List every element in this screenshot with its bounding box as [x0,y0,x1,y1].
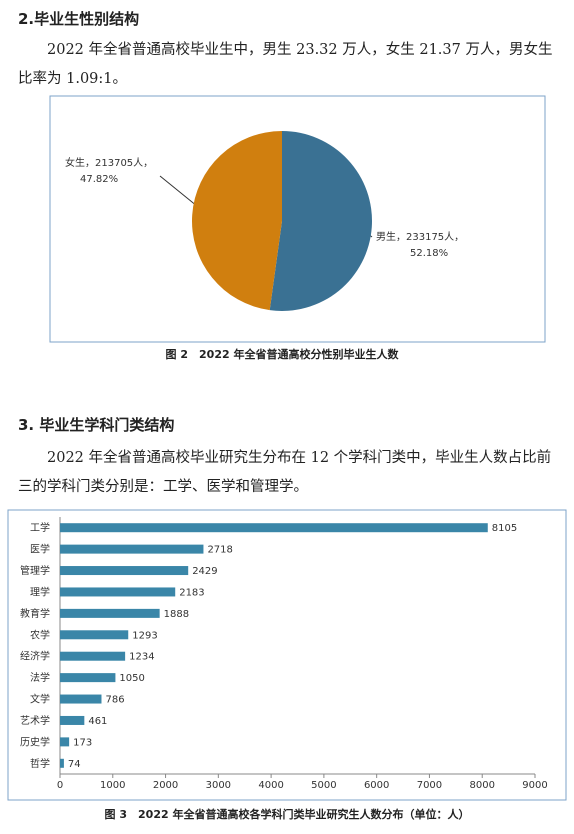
data-label: 1293 [132,630,157,641]
x-tick-label: 5000 [311,780,336,791]
data-label: 47.82% [80,174,118,185]
data-label: 1050 [119,673,144,684]
caption: 图 3 2022 年全省普通高校各学科门类毕业研究生人数分布（单位：人） [105,807,470,821]
chart-frame [49,95,546,343]
bar [60,630,129,640]
data-label: 8105 [492,523,517,534]
data-label: 74 [68,759,81,770]
x-tick-label: 6000 [364,780,389,791]
y-tick-label: 法学 [30,671,50,684]
y-tick-label: 文学 [30,693,50,706]
x-tick-label: 2000 [153,780,178,791]
caption: 图 2 2022 年全省普通高校分性别毕业生人数 [166,347,400,361]
y-tick-label: 医学 [30,543,50,556]
y-tick-label: 经济学 [20,650,50,663]
data-label: 1234 [129,652,154,663]
data-label: 52.18% [410,248,448,259]
x-tick-label: 7000 [417,780,442,791]
pie-slice [191,131,282,311]
data-label: 2718 [207,545,232,556]
data-label: 786 [105,695,124,706]
bar [60,523,488,533]
data-label: 2429 [192,566,217,577]
y-tick-label: 理学 [30,585,50,598]
bar [60,715,85,725]
x-tick-label: 0 [57,780,63,791]
paragraph: 2022 年全省普通高校毕业生中，男生 23.32 万人，女生 21.37 万人… [18,42,553,87]
heading: 3. 毕业生学科门类结构 [18,416,175,434]
bar [60,566,189,576]
heading: 2.毕业生性别结构 [18,10,140,28]
x-tick-label: 9000 [522,780,547,791]
y-tick-label: 教育学 [20,607,50,620]
data-label: 1888 [164,609,189,620]
pie-slice [269,131,372,311]
x-tick-label: 8000 [469,780,494,791]
x-tick-label: 3000 [206,780,231,791]
bar [60,608,160,618]
x-tick-label: 4000 [258,780,283,791]
chart-frame [7,509,567,801]
bar [60,587,176,597]
y-tick-label: 艺术学 [20,714,50,727]
data-label: 男生，233175人， [376,230,464,243]
bar [60,758,64,768]
y-tick-label: 哲学 [30,757,50,770]
bar [60,694,102,704]
data-label: 女生，213705人， [65,156,153,169]
data-label: 173 [73,737,92,748]
x-tick-label: 1000 [100,780,125,791]
y-tick-label: 历史学 [20,735,50,748]
data-label: 461 [88,716,107,727]
data-label: 2183 [179,587,204,598]
y-tick-label: 工学 [30,521,50,534]
y-tick-label: 管理学 [20,564,50,577]
paragraph: 2022 年全省普通高校毕业研究生分布在 12 个学科门类中，毕业生人数占比前三… [18,450,552,495]
bar [60,544,204,554]
bar [60,673,116,683]
bar [60,737,70,747]
bar [60,651,126,661]
y-tick-label: 农学 [30,628,50,641]
